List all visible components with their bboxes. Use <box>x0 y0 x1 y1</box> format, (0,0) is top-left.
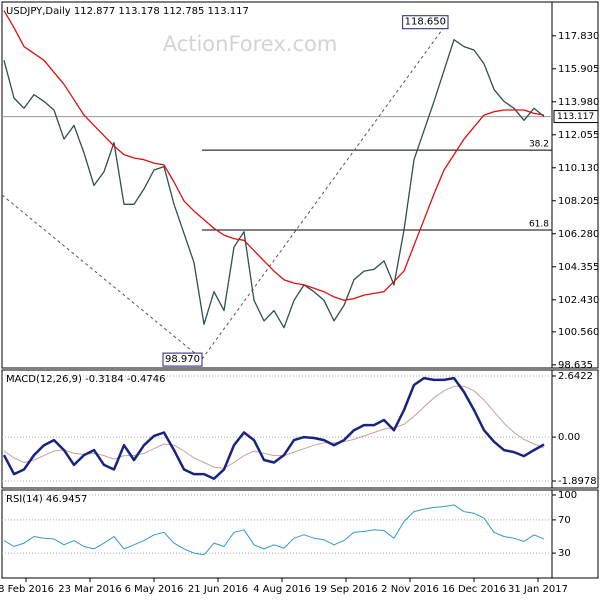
y-tick-label: 117.830 <box>558 31 599 42</box>
y-tick-label: 98.635 <box>558 360 593 371</box>
swing-label: 118.650 <box>405 17 446 28</box>
last-price-box <box>553 110 599 124</box>
x-tick-label: 6 May 2016 <box>125 584 184 595</box>
last-price-label: 113.117 <box>557 112 594 122</box>
swing-box <box>402 15 449 30</box>
swing-box <box>162 352 203 367</box>
y-tick-label: -1.8978 <box>558 476 597 487</box>
y-tick-label: 108.205 <box>558 196 599 207</box>
y-tick-label: 0.00 <box>558 432 580 443</box>
panel-title: USDJPY,Daily 112.877 113.178 112.785 113… <box>6 6 249 17</box>
y-tick-label: 104.355 <box>558 262 599 273</box>
y-tick-label: 102.430 <box>558 295 599 306</box>
series-line <box>3 10 545 301</box>
y-tick-label: 110.130 <box>558 163 599 174</box>
x-tick-label: 21 Jun 2016 <box>188 584 248 595</box>
y-tick-label: 2.6422 <box>558 371 593 382</box>
series-line <box>2 376 545 480</box>
swing-label: 98.970 <box>165 354 200 365</box>
panel-frame <box>1 369 599 489</box>
x-tick-label: 16 Dec 2016 <box>442 584 506 595</box>
panel-title: RSI(14) 46.9457 <box>6 494 87 505</box>
x-tick-label: 8 Feb 2016 <box>0 584 54 595</box>
panel-frame <box>1 1 599 369</box>
x-tick-label: 19 Sep 2016 <box>314 584 377 595</box>
y-tick-label: 30 <box>558 548 571 559</box>
x-tick-label: 31 Jan 2017 <box>508 584 568 595</box>
watermark: ActionForex.com <box>163 32 338 56</box>
y-tick-label: 112.055 <box>558 130 599 141</box>
x-tick-label: 23 Mar 2016 <box>58 584 121 595</box>
y-tick-label: 70 <box>558 515 571 526</box>
series-line <box>3 39 545 329</box>
x-tick-label: 4 Aug 2016 <box>253 584 311 595</box>
fib-label: 61.8 <box>529 220 549 230</box>
y-tick-label: 100.560 <box>558 327 599 338</box>
projection-line <box>1 194 203 360</box>
series-line <box>3 385 545 469</box>
series-line <box>3 504 545 556</box>
y-tick-label: 106.280 <box>558 229 599 240</box>
y-tick-label: 115.905 <box>558 64 599 75</box>
fib-label: 38.2 <box>529 140 549 150</box>
x-tick-label: 2 Nov 2016 <box>381 584 439 595</box>
panel-frame <box>1 489 599 579</box>
panel-title: MACD(12,26,9) -0.3184 -0.4746 <box>6 374 166 385</box>
y-tick-label: 113.980 <box>558 97 599 108</box>
y-tick-label: 100 <box>558 490 577 501</box>
